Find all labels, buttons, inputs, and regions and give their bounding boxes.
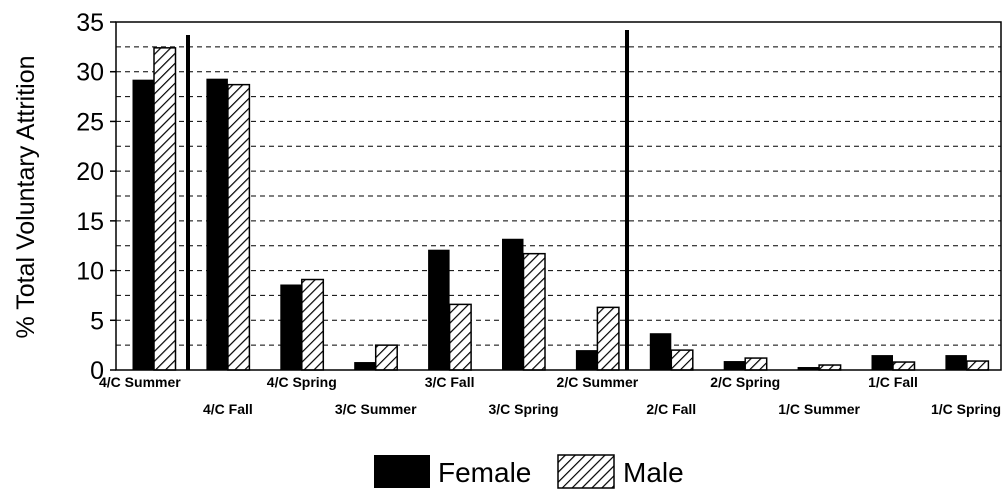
bar-female	[649, 333, 672, 370]
x-tick-label: 4/C Summer	[99, 374, 181, 390]
bar-male	[744, 357, 768, 371]
bar-male	[596, 306, 620, 371]
bar-male	[670, 349, 694, 371]
y-tick-label: 30	[76, 59, 104, 87]
bar-female	[871, 355, 893, 370]
bar-female	[206, 78, 228, 370]
bar-female	[502, 238, 524, 370]
gridlines	[116, 46, 1001, 346]
bar-female	[428, 249, 450, 370]
legend-swatch-female	[374, 455, 430, 488]
y-tick-label: 35	[76, 9, 104, 37]
bar-male	[374, 344, 398, 371]
bar-male	[448, 303, 472, 371]
x-tick-label: 2/C Summer	[557, 374, 639, 390]
bar-female	[132, 79, 154, 370]
plot-area-border	[115, 21, 1002, 371]
y-tick-label: 5	[90, 307, 104, 335]
bar-female	[723, 361, 746, 370]
x-tick-label: 4/C Fall	[203, 401, 253, 417]
y-axis-ticks: 0 5 10 15 20 25 30 35	[76, 9, 116, 385]
bar-male	[227, 83, 251, 371]
bar-female	[280, 284, 302, 370]
x-tick-label: 4/C Spring	[267, 374, 337, 390]
y-tick-label: 25	[76, 108, 104, 136]
x-tick-label: 3/C Summer	[335, 401, 417, 417]
legend-label-male: Male	[623, 457, 684, 488]
x-tick-label: 1/C Summer	[778, 401, 860, 417]
bar-male	[522, 252, 546, 371]
bar-male	[301, 278, 325, 371]
bar-female	[354, 362, 376, 370]
bar-male	[966, 360, 990, 371]
y-tick-label: 0	[90, 357, 104, 385]
y-tick-label: 10	[76, 258, 104, 286]
y-tick-label: 20	[76, 158, 104, 186]
bar-male	[153, 47, 177, 371]
bar-female	[945, 355, 967, 370]
y-axis-title: % Total Voluntary Attrition	[12, 55, 40, 338]
legend-swatch-male	[557, 454, 615, 489]
x-tick-label: 3/C Spring	[488, 401, 558, 417]
x-tick-label: 2/C Spring	[710, 374, 780, 390]
x-axis-ticks: 4/C Summer 4/C Fall 4/C Spring 3/C Summer 3/…	[99, 374, 1001, 417]
bar-female	[797, 367, 820, 370]
x-tick-label: 3/C Fall	[425, 374, 475, 390]
bar-male	[892, 361, 916, 371]
x-tick-label: 1/C Fall	[868, 374, 918, 390]
x-tick-label: 1/C Spring	[931, 401, 1001, 417]
bar-female	[575, 350, 598, 370]
x-tick-label: 2/C Fall	[646, 401, 696, 417]
legend: Female Male	[374, 454, 684, 489]
y-tick-label: 15	[76, 208, 104, 236]
legend-label-female: Female	[438, 457, 531, 488]
